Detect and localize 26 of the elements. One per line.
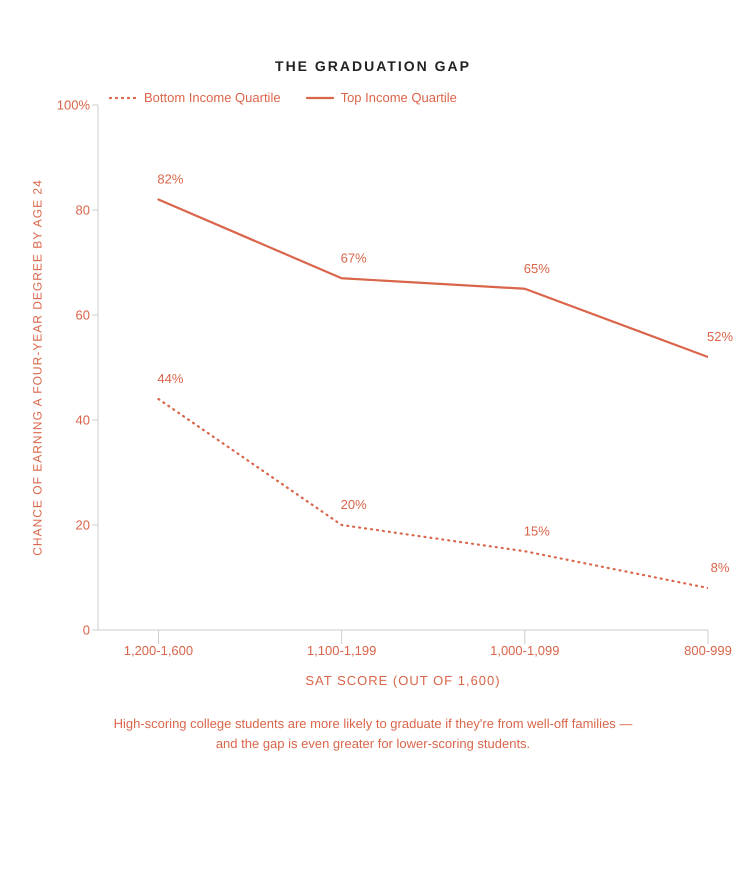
line-series [157,398,708,590]
x-tick-label: 800-999 [684,643,732,658]
y-tick-label: 100% [56,98,90,113]
data-label: 44% [157,371,184,386]
y-tick-label: 20 [76,518,90,533]
data-label: 15% [524,523,550,538]
x-tick-label: 1,100-1,199 [306,643,376,658]
y-tick-label: 80 [76,202,90,218]
chart-title: THE GRADUATION GAP [274,57,472,76]
data-label: 67% [340,250,368,266]
x-tick-label: 1,000-1,099 [490,643,560,658]
y-tick-label: 60 [76,308,90,323]
x-tick-label: 1,200-1,600 [124,643,194,658]
text: High-scoring college students are more likely to graduate if they're from well-off families — and the gap is even greater for lower-scoring students. [112,715,634,753]
data-label: 65% [524,260,550,276]
legend-label: Top Income Quartile [340,90,457,105]
line-series [157,198,708,358]
y-axis-title: CHANCE OF EARNING A FOUR-YEAR DEGREE BY AGE 24 [30,179,44,556]
data-label: 82% [157,172,184,186]
x-axis-title: SAT SCORE (OUT OF 1,600) [305,673,501,688]
legend-label: Bottom Income Quartile [143,90,281,105]
y-tick-label: 0 [82,622,90,638]
data-label: 52% [706,329,734,344]
y-tick-label: 40 [76,412,90,428]
data-label: 8% [710,560,730,575]
data-label: 20% [340,497,368,512]
